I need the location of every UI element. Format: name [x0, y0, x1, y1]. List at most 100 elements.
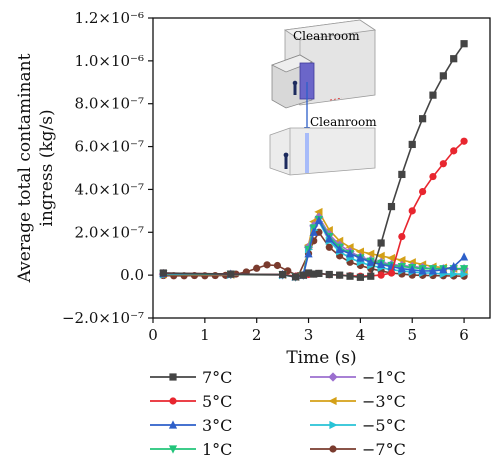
legend-swatch — [150, 445, 196, 454]
data-point — [314, 207, 323, 217]
plot-frame — [152, 17, 491, 319]
legend-label: 5°C — [202, 391, 233, 411]
data-point — [408, 207, 416, 215]
series-line — [163, 43, 465, 279]
data-point — [291, 273, 300, 281]
legend-swatch — [150, 420, 196, 429]
data-point — [335, 244, 344, 254]
data-point — [387, 269, 396, 277]
legend-swatch — [310, 396, 356, 406]
data-point — [304, 269, 313, 277]
y-axis-label: Average total contaminant ingress (kg/s) — [15, 53, 57, 283]
data-point — [460, 40, 468, 48]
data-point — [386, 253, 396, 263]
data-point — [367, 272, 375, 280]
data-point — [299, 271, 307, 279]
data-point — [253, 264, 261, 272]
data-point — [450, 147, 458, 155]
legend-label: 1°C — [202, 439, 233, 459]
data-point — [309, 227, 318, 236]
x-tick-label: 6 — [459, 326, 469, 344]
data-point — [356, 253, 365, 262]
legend-item: 7°C — [150, 366, 232, 388]
legend-item: −1°C — [310, 366, 406, 388]
legend-item: −7°C — [310, 438, 406, 460]
legend-marker — [169, 397, 177, 405]
data-point — [159, 269, 167, 277]
x-tick-label: 2 — [252, 326, 262, 344]
data-point — [439, 160, 447, 168]
y-tick-label: 2.0×10⁻⁷ — [75, 223, 144, 241]
data-point — [387, 202, 396, 211]
data-point — [460, 269, 469, 279]
data-point — [310, 270, 318, 278]
data-point — [398, 232, 406, 241]
legend-label: 3°C — [202, 415, 233, 435]
data-point — [336, 271, 344, 279]
data-point — [459, 265, 469, 274]
legend-label: 7°C — [202, 367, 233, 387]
y-axis-label-line: Average total contaminant — [15, 53, 35, 283]
y-tick-label: −2.0×10⁻⁷ — [62, 309, 144, 327]
legend-label: −3°C — [362, 391, 406, 411]
y-tick-label: 0.0 — [120, 266, 144, 284]
inset-label-bottom: Cleanroom — [310, 115, 377, 129]
data-point — [460, 137, 468, 145]
series-7°C — [159, 40, 468, 281]
data-point — [355, 247, 364, 256]
legend-item: 3°C — [150, 414, 232, 436]
data-point — [450, 269, 459, 279]
legend-marker — [168, 445, 178, 454]
y-axis-label-line: ingress (kg/s) — [37, 109, 57, 226]
legend-swatch — [150, 373, 196, 381]
data-point — [377, 271, 385, 279]
legend-marker — [328, 396, 337, 406]
legend-marker — [168, 420, 178, 429]
legend-label: −1°C — [362, 367, 406, 387]
legend-marker — [329, 445, 337, 453]
data-point — [325, 270, 333, 279]
x-tick-label: 1 — [200, 326, 210, 344]
legend-label: −7°C — [362, 439, 406, 459]
y-tick-label: 4.0×10⁻⁷ — [75, 180, 144, 198]
data-point — [273, 261, 282, 270]
legend-marker — [329, 420, 338, 430]
data-point — [314, 215, 324, 225]
data-point — [315, 269, 323, 278]
data-point — [408, 140, 416, 149]
data-point — [366, 257, 375, 266]
data-point — [279, 270, 287, 279]
data-point — [397, 256, 406, 265]
data-point — [397, 264, 406, 273]
legend-swatch — [310, 372, 356, 382]
legend-swatch — [310, 420, 356, 430]
data-point — [419, 187, 427, 196]
data-point — [449, 261, 458, 271]
data-point — [459, 252, 469, 261]
data-point — [325, 243, 333, 251]
data-point — [419, 115, 427, 123]
x-tick-label: 0 — [148, 326, 158, 344]
data-point — [429, 91, 437, 99]
data-point — [304, 249, 313, 258]
legend-item: −5°C — [310, 414, 406, 436]
data-point — [377, 239, 385, 247]
legend-marker — [328, 372, 338, 382]
legend-marker — [169, 373, 177, 381]
data-point — [346, 272, 354, 280]
data-point — [418, 266, 427, 275]
legend-swatch — [310, 445, 356, 453]
data-point — [325, 234, 334, 243]
x-axis-label: Time (s) — [286, 348, 356, 366]
data-point — [376, 251, 385, 260]
data-point — [345, 249, 355, 258]
data-point — [439, 72, 447, 80]
legend-swatch — [150, 397, 196, 405]
legend-item: 5°C — [150, 390, 232, 412]
data-point — [428, 266, 438, 275]
legend: 7°C 5°C 3°C 1°C −1°C −3°C −5°C −7°C — [150, 366, 490, 466]
inset-label-top: Cleanroom — [293, 29, 360, 43]
data-point — [377, 259, 386, 269]
data-point — [408, 265, 417, 274]
x-tick-label: 3 — [304, 326, 314, 344]
